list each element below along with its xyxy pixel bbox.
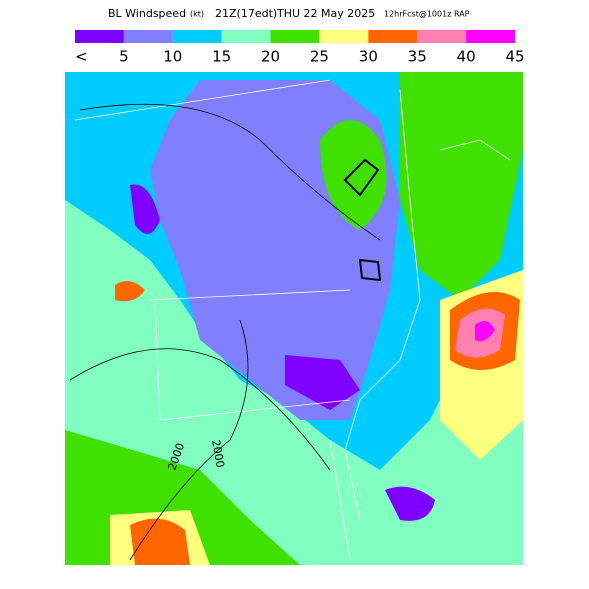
legend-label: 20 (261, 48, 280, 66)
legend: <5 10 15 20 25 30 35 40 45 (75, 30, 525, 66)
wind-area (115, 281, 145, 302)
state-border (74, 79, 351, 561)
legend-label: 10 (163, 48, 182, 66)
contour-label: 2000 (209, 439, 227, 469)
legend-swatch (270, 30, 320, 43)
wind-area (475, 321, 495, 342)
legend-label: 15 (212, 48, 231, 66)
title-units: (kt) (190, 10, 204, 19)
legend-swatch (417, 30, 467, 43)
title-date: THU 22 May 2025 (276, 7, 375, 20)
title-forecast: 12hrFcst@1001z RAP (384, 10, 470, 19)
legend-swatch (123, 30, 173, 43)
wind-area (320, 120, 387, 230)
map: 2000 2000 (65, 72, 523, 565)
wind-area (385, 486, 435, 521)
legend-label: < (75, 48, 88, 66)
legend-label: 35 (408, 48, 427, 66)
coastline (344, 89, 511, 521)
contour-line (343, 158, 382, 282)
legend-swatch (172, 30, 222, 43)
legend-swatch (368, 30, 418, 43)
wind-area (285, 355, 360, 410)
legend-swatch (75, 30, 124, 43)
legend-swatch (319, 30, 369, 43)
legend-label: 5 (119, 48, 129, 66)
legend-label: 25 (310, 48, 329, 66)
wind-area (130, 184, 160, 234)
legend-label: 45 (505, 48, 524, 66)
legend-label: 40 (457, 48, 476, 66)
legend-swatch (466, 30, 515, 43)
wind-area (400, 72, 523, 300)
legend-swatch (221, 30, 271, 43)
title-product: BL Windspeed (108, 7, 186, 20)
legend-label: 30 (359, 48, 378, 66)
title-time: 21Z(17edt) (215, 7, 277, 20)
title: BL Windspeed (kt) 21Z(17edt) THU 22 May … (108, 7, 470, 20)
contour-line (69, 103, 381, 561)
wind-area (130, 518, 190, 565)
